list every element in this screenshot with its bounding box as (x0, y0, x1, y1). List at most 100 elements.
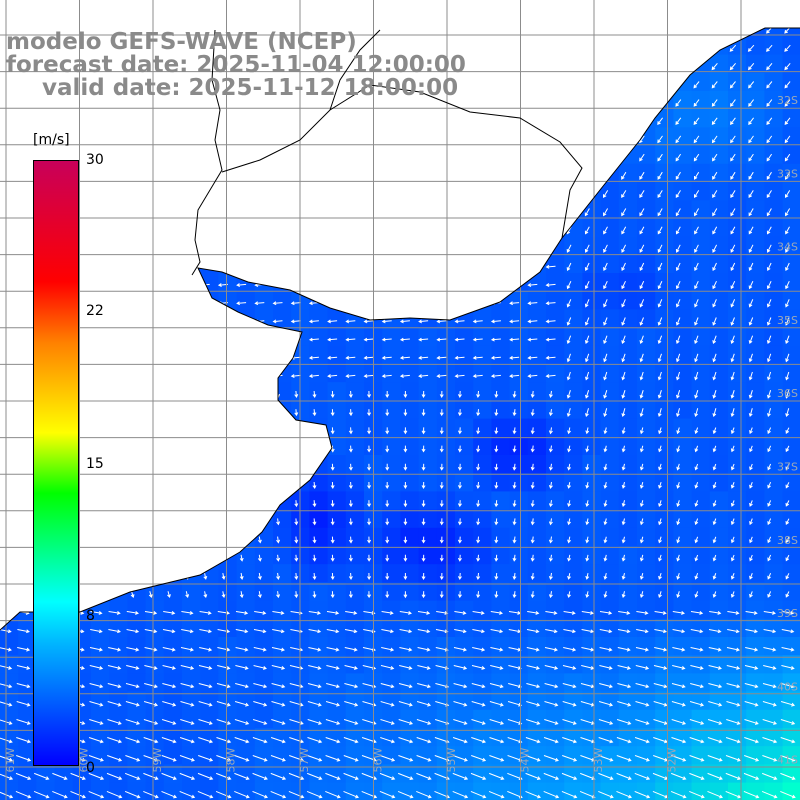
wind-arrow (562, 665, 577, 670)
wind-arrow (690, 683, 704, 689)
wind-arrow (748, 135, 754, 144)
speed-cell (273, 527, 292, 547)
wind-arrow (312, 409, 317, 417)
speed-cell (618, 655, 638, 674)
speed-cell (582, 673, 602, 693)
wind-arrow (676, 463, 681, 471)
wind-arrow (730, 353, 735, 363)
speed-cell (582, 327, 602, 347)
speed-cell (473, 764, 492, 784)
speed-cell (418, 509, 438, 529)
wind-arrow (694, 262, 699, 272)
wind-arrow (418, 374, 429, 378)
speed-cell (637, 582, 656, 602)
wind-arrow (290, 301, 301, 306)
wind-arrow (257, 554, 262, 562)
wind-arrow (707, 737, 723, 744)
speed-cell (655, 564, 674, 583)
wind-arrow (252, 737, 268, 744)
wind-arrow (617, 629, 631, 634)
wind-arrow (567, 427, 571, 435)
speed-cell (600, 400, 620, 420)
wind-arrow (766, 262, 772, 272)
wind-arrow (363, 337, 374, 342)
wind-arrow (399, 611, 412, 615)
wind-arrow (526, 629, 540, 634)
wind-arrow (584, 208, 590, 217)
wind-arrow (235, 683, 249, 689)
wind-arrow (657, 135, 663, 144)
wind-arrow (125, 772, 141, 780)
wind-arrow (639, 226, 645, 235)
speed-cell (473, 509, 492, 529)
wind-arrow (748, 371, 753, 381)
speed-cell (618, 637, 638, 656)
wind-arrow (689, 701, 705, 707)
speed-cell (728, 273, 747, 292)
speed-cell (236, 637, 256, 656)
speed-cell (655, 327, 674, 347)
speed-cell (782, 345, 800, 365)
wind-arrow (729, 81, 736, 89)
wind-arrow (548, 518, 553, 526)
speed-cell (254, 637, 274, 656)
wind-arrow (312, 591, 317, 599)
wind-arrow (712, 262, 717, 272)
speed-cell (655, 254, 674, 274)
speed-cell (582, 655, 602, 674)
wind-arrow (639, 463, 644, 471)
speed-cell (546, 327, 565, 347)
wind-arrow (730, 117, 736, 125)
speed-cell (473, 382, 492, 401)
speed-cell (782, 418, 800, 438)
speed-cell (637, 546, 656, 565)
speed-cell (728, 527, 747, 547)
speed-cell (455, 509, 474, 529)
speed-cell (746, 473, 765, 492)
speed-cell (527, 673, 547, 693)
speed-cell (673, 509, 693, 529)
speed-cell (418, 582, 438, 602)
speed-cell (709, 600, 729, 620)
speed-cell (236, 564, 256, 583)
wind-arrow (603, 427, 608, 435)
speed-cell (546, 491, 565, 511)
speed-cell (546, 509, 565, 529)
speed-cell (436, 436, 456, 456)
wind-arrow (563, 647, 577, 652)
wind-arrow (236, 301, 247, 306)
wind-arrow (0, 737, 13, 744)
wind-arrow (143, 755, 159, 762)
speed-cell (254, 291, 274, 310)
wind-arrow (180, 683, 195, 689)
wind-arrow (744, 755, 760, 762)
wind-arrow (548, 445, 553, 453)
wind-arrow (598, 790, 614, 799)
wind-arrow (785, 244, 790, 253)
speed-cell (728, 582, 747, 602)
speed-cell (728, 291, 747, 310)
speed-cell (91, 618, 110, 638)
speed-cell (327, 691, 347, 711)
wind-arrow (621, 500, 626, 508)
speed-cell (673, 291, 693, 310)
wind-arrow (527, 374, 538, 378)
wind-arrow (639, 408, 644, 418)
wind-arrow (216, 719, 232, 725)
speed-cell (0, 655, 19, 674)
speed-cell (691, 709, 711, 729)
wind-arrow (748, 153, 754, 162)
wind-arrow (676, 481, 681, 489)
wind-arrow (507, 701, 523, 707)
speed-cell (582, 473, 602, 492)
speed-cell (728, 728, 747, 747)
wind-arrow (530, 554, 535, 562)
wind-arrow (234, 719, 250, 725)
speed-cell (709, 109, 729, 128)
wind-arrow (690, 665, 704, 670)
speed-cell (509, 764, 529, 784)
speed-cell (673, 182, 693, 201)
speed-cell (728, 400, 747, 420)
wind-arrow (639, 335, 644, 344)
